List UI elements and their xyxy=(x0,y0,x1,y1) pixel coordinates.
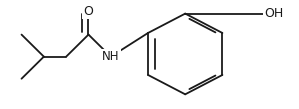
Text: O: O xyxy=(83,5,93,18)
Text: NH: NH xyxy=(102,50,120,63)
Text: OH: OH xyxy=(264,7,283,20)
